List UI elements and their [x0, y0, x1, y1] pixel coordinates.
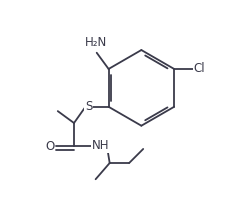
Text: S: S: [85, 100, 92, 113]
Text: H₂N: H₂N: [85, 36, 107, 49]
Text: NH: NH: [92, 139, 109, 152]
Text: Cl: Cl: [194, 62, 206, 76]
Text: O: O: [45, 140, 55, 153]
